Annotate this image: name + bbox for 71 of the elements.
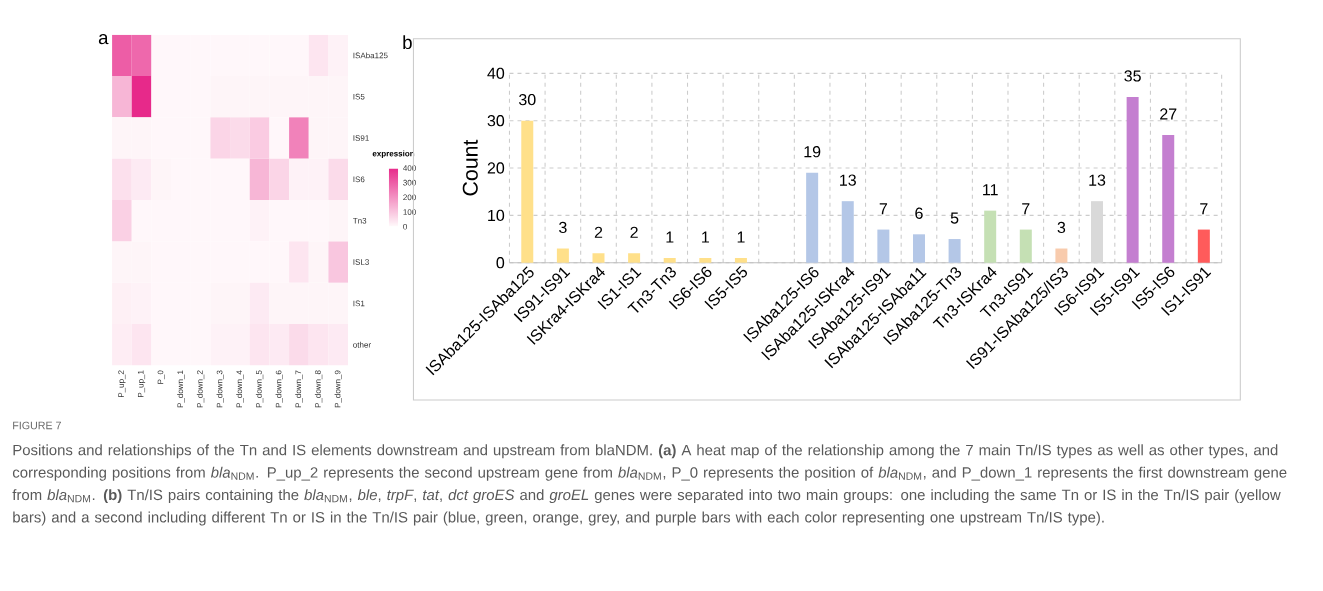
text: Positions and relationships of the Tn and IS elements downstream and upstream from blaNDM. (a) A heat map of the relationship among the 7 main Tn/IS types as well as other types, and corresponding positions from bla$_{NDM}$. P_up_2 represents the second upstream gene from bla$_{NDM}$, P_0 represents the position of bla$_{NDM}$, and P_down_1 represents the first downstream gene from bla$_{NDM}$. (b) Tn/IS pairs containing the bla$_{NDM}$, ble, trpF, tat, dct groES and groEL genes were separated into two main groups: one including the same Tn or IS in the Tn/IS pair (yellow bars) and a second including different Tn or IS in the Tn/IS pair (blue, green, orange, grey, and purple bars with each color representing one upstream Tn/IS type). xyxy=(12,444,1287,526)
x-tick-label: P_down_9 xyxy=(334,370,342,408)
bar xyxy=(1126,97,1139,263)
data-label: 19 xyxy=(804,146,821,158)
x-tick-label: P_down_4 xyxy=(236,370,244,408)
y-tick-label: ISL3 xyxy=(353,259,369,265)
x-tick-label: P_down_8 xyxy=(314,370,323,408)
data-label: 13 xyxy=(1089,174,1106,186)
data-label: 3 xyxy=(559,221,567,234)
bar xyxy=(521,120,534,263)
y-tick-label: IS5 xyxy=(353,93,365,100)
data-label: 6 xyxy=(915,207,923,220)
y-tick-label: IS91 xyxy=(353,135,369,141)
data-label: 35 xyxy=(1124,70,1141,82)
data-label: 30 xyxy=(518,94,536,106)
data-label: 1 xyxy=(737,231,745,243)
bar xyxy=(1055,248,1068,263)
x-tick-label: P_down_7 xyxy=(295,370,303,408)
chart-title: a xyxy=(98,34,109,45)
bar xyxy=(592,253,605,263)
x-tick-label: P_down_6 xyxy=(275,370,283,408)
data-label: 27 xyxy=(1160,108,1177,120)
data-label: 7 xyxy=(1022,203,1030,215)
color-bar-label: 300 xyxy=(403,179,416,186)
y-tick-label: other xyxy=(353,341,371,348)
x-tick-label: P_down_5 xyxy=(255,370,264,408)
color-bar-label: 0 xyxy=(403,223,408,230)
bar xyxy=(984,210,997,263)
y-tick-label: 20 xyxy=(487,162,505,174)
data-label: 2 xyxy=(630,226,638,238)
data-label: 1 xyxy=(702,231,709,243)
bar xyxy=(841,201,854,263)
y-tick-label: ISAba125 xyxy=(353,52,388,59)
y-tick-label: Tn3 xyxy=(353,217,367,224)
data-label: 1 xyxy=(666,231,674,243)
bar xyxy=(1162,134,1175,263)
y-tick-label: 30 xyxy=(487,115,505,127)
x-tick-label: P_up_2 xyxy=(118,370,126,398)
data-label: 7 xyxy=(879,203,888,215)
x-tick-label: P_down_2 xyxy=(196,370,205,408)
color-bar-label: 200 xyxy=(403,194,416,201)
bar xyxy=(806,172,819,263)
y-tick-label: 40 xyxy=(487,67,505,80)
bar xyxy=(877,229,890,263)
y-tick-label: IS6 xyxy=(353,176,365,183)
data-label: 5 xyxy=(950,212,959,224)
bar xyxy=(1091,201,1104,263)
x-tick-label: P_down_3 xyxy=(216,370,224,408)
bar xyxy=(663,258,676,263)
bar xyxy=(912,234,925,263)
data-label: 13 xyxy=(840,174,856,186)
bar xyxy=(734,258,747,263)
y-tick-label: IS1 xyxy=(353,300,365,307)
bar xyxy=(556,248,569,263)
data-label: 11 xyxy=(983,184,998,196)
data-label: 7 xyxy=(1200,203,1208,215)
x-tick-label: P_down_1 xyxy=(177,370,185,408)
bar xyxy=(699,258,712,263)
x-tick-label: P_up_1 xyxy=(137,370,146,398)
data-label: 2 xyxy=(594,226,603,238)
x-tick-label: P_0 xyxy=(157,370,165,384)
y-axis-title: Count xyxy=(462,139,478,196)
bar xyxy=(1019,229,1032,263)
data-label: 3 xyxy=(1057,221,1066,234)
y-tick-label: 10 xyxy=(488,209,505,222)
chart-title: b xyxy=(403,35,412,50)
bar xyxy=(1197,229,1210,263)
color-bar-title: expression xyxy=(372,150,415,159)
bar xyxy=(628,253,641,263)
bar xyxy=(948,239,961,263)
caption: FIGURE 7 xyxy=(13,421,61,430)
